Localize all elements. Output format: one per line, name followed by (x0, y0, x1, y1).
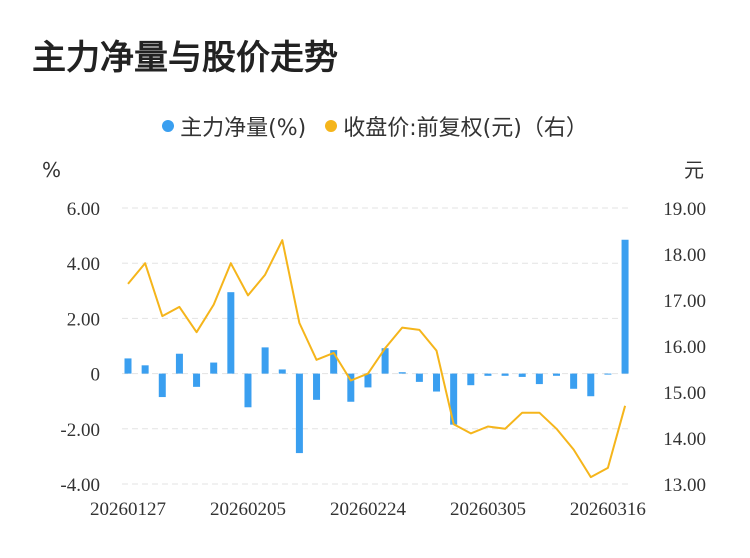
y-right-tick-label: 15.00 (663, 383, 706, 404)
net-flow-bar (210, 362, 218, 374)
net-flow-bar (381, 348, 389, 374)
x-tick-label: 20260205 (210, 499, 286, 520)
legend-item-close-price[interactable]: 收盘价:前复权(元)（右） (325, 110, 588, 142)
net-flow-bar (347, 373, 355, 402)
net-flow-bar (364, 373, 372, 388)
x-tick-label: 20260316 (570, 499, 646, 520)
y-right-tick-label: 18.00 (663, 245, 706, 266)
legend-dot-blue-icon (162, 120, 175, 132)
net-flow-bar (553, 373, 560, 376)
legend-label-net-flow: 主力净量(%) (180, 116, 307, 141)
y-left-unit: % (42, 158, 61, 182)
x-ticks: 20260127 20260205 20260224 20260305 20260316 (90, 499, 646, 520)
net-flow-bar (158, 373, 166, 398)
y-right-unit: 元 (684, 158, 704, 182)
net-flow-bar (244, 373, 252, 408)
close-price-polyline (127, 239, 627, 479)
legend: 主力净量(%) 收盘价:前复权(元)（右） (0, 110, 750, 142)
y-left-ticks: 6.00 4.00 2.00 0 -2.00 -4.00 (60, 199, 100, 496)
net-flow-bar (621, 239, 629, 374)
chart-title: 主力净量与股价走势 (32, 38, 338, 78)
net-flow-bar (278, 369, 286, 374)
net-flow-bar (124, 358, 132, 374)
net-flow-bar (570, 373, 578, 389)
x-tick-label: 20260305 (450, 499, 526, 520)
y-left-tick-label: -2.00 (60, 420, 100, 441)
net-flow-bar (295, 373, 303, 454)
y-right-tick-label: 14.00 (663, 429, 706, 450)
y-left-tick-label: 0 (91, 365, 101, 386)
net-flow-bar (518, 373, 526, 377)
legend-dot-yellow-icon (325, 120, 338, 132)
net-flow-bar (604, 373, 612, 375)
y-right-tick-label: 19.00 (663, 199, 706, 220)
legend-item-net-flow[interactable]: 主力净量(%) (162, 110, 306, 142)
y-right-ticks: 19.00 18.00 17.00 16.00 15.00 14.00 13.00 (663, 199, 706, 496)
net-flow-bar (587, 373, 595, 397)
net-flow-bars (124, 239, 629, 454)
y-left-tick-label: 6.00 (67, 199, 100, 220)
net-flow-bar (415, 373, 423, 382)
net-flow-bar (433, 373, 441, 392)
grid-lines (122, 207, 632, 485)
net-flow-bar (467, 373, 475, 386)
net-flow-bar (261, 347, 269, 374)
y-left-tick-label: -4.00 (60, 475, 100, 496)
net-flow-bar (141, 365, 149, 374)
net-flow-bar (535, 373, 543, 385)
net-flow-bar (398, 372, 406, 374)
y-left-tick-label: 2.00 (67, 309, 100, 330)
net-flow-bar (313, 373, 321, 400)
close-price-line (127, 239, 627, 479)
x-tick-label: 20260224 (330, 499, 407, 520)
y-right-tick-label: 16.00 (663, 337, 706, 358)
legend-label-close-price: 收盘价:前复权(元)（右） (343, 116, 588, 141)
net-flow-bar (501, 373, 509, 376)
net-flow-bar (330, 350, 338, 374)
net-flow-bar (227, 292, 235, 374)
net-flow-bar (175, 353, 183, 374)
x-tick-label: 20260127 (90, 499, 166, 520)
net-flow-bar (193, 373, 201, 387)
y-left-tick-label: 4.00 (67, 254, 100, 275)
net-flow-bar (450, 373, 458, 425)
net-flow-bar (484, 373, 492, 376)
y-right-tick-label: 17.00 (663, 291, 706, 312)
y-right-tick-label: 13.00 (663, 475, 706, 496)
